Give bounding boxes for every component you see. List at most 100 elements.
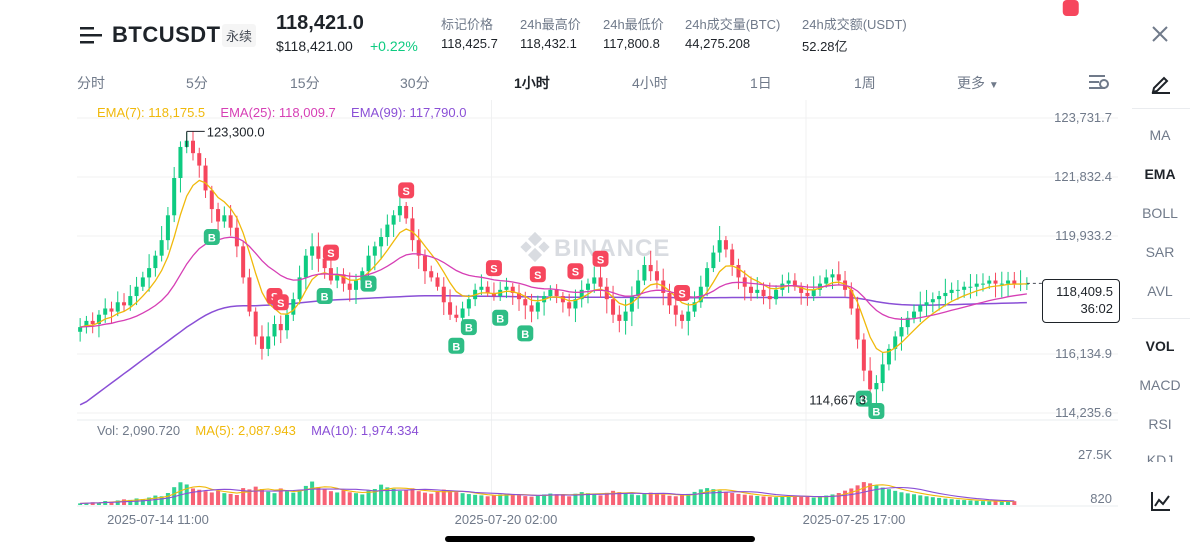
volume-bar (930, 497, 935, 505)
volume-bar (629, 494, 634, 505)
candle-body (84, 320, 89, 328)
home-indicator (445, 536, 755, 542)
buy-signal-marker[interactable]: B (868, 402, 885, 419)
volume-bar (479, 495, 484, 505)
stat-value-24h-turnover: 52.28亿 (802, 39, 848, 54)
candle-body (755, 289, 760, 293)
candle-body (874, 383, 879, 390)
volume-bar (84, 503, 89, 505)
volume-bar (353, 493, 359, 505)
volume-bar (786, 495, 791, 505)
candle-body (391, 215, 396, 225)
side-indicator-ma[interactable]: MA (1149, 127, 1171, 143)
signal-badge (316, 288, 333, 305)
buy-signal-marker[interactable]: B (316, 288, 333, 305)
candle-body (172, 178, 177, 216)
volume-bar (855, 485, 860, 505)
buy-signal-marker[interactable]: B (203, 229, 220, 246)
volume-bar (742, 494, 747, 505)
candle-body (849, 289, 854, 309)
volume-bar (529, 496, 534, 505)
volume-bar (711, 489, 716, 505)
side-indicator-vol[interactable]: VOL (1145, 338, 1175, 354)
tab-timeframe-more[interactable]: 更多 ▼ (957, 73, 999, 93)
volume-bar (473, 494, 478, 505)
candle-body (222, 215, 227, 222)
side-indicator-rsi[interactable]: RSI (1148, 416, 1172, 432)
sell-signal-marker[interactable]: S (567, 263, 584, 280)
tab-timeframe-1w[interactable]: 1周 (854, 75, 876, 91)
sell-signal-marker[interactable]: S (322, 244, 339, 261)
volume-bar (498, 494, 503, 505)
side-indicator-kdj-clip: KDJ (1132, 452, 1188, 462)
draw-pen-icon[interactable] (1150, 72, 1172, 94)
sell-signal-marker[interactable]: S (592, 250, 609, 267)
volume-bar (335, 492, 340, 505)
volume-bar (949, 499, 954, 505)
sell-signal-marker[interactable]: S (529, 266, 546, 283)
volume-bar (667, 495, 672, 505)
candle-body (573, 299, 578, 309)
signal-letter: B (465, 323, 473, 335)
volume-bar (755, 495, 760, 505)
candle-body (479, 286, 484, 290)
candle-body (805, 292, 810, 297)
menu-icon[interactable] (80, 24, 102, 46)
sell-signal-marker[interactable]: S (272, 294, 289, 311)
sell-signal-marker[interactable]: S (674, 284, 691, 301)
buy-signal-marker[interactable]: B (855, 390, 872, 407)
candle-body (90, 320, 95, 325)
sell-signal-marker[interactable]: S (1062, 0, 1079, 16)
sell-signal-marker[interactable]: S (485, 260, 502, 277)
symbol-title[interactable]: BTCUSDT (112, 22, 221, 47)
volume-bar (416, 491, 421, 505)
side-indicator-macd[interactable]: MACD (1139, 377, 1181, 393)
signal-badge (460, 319, 477, 336)
buy-signal-marker[interactable]: B (448, 337, 465, 354)
candle-body (611, 299, 616, 315)
chart-type-icon[interactable] (1150, 490, 1172, 512)
tab-timeframe-5m[interactable]: 5分 (186, 75, 208, 91)
side-indicator-kdj[interactable]: KDJ (1146, 452, 1174, 462)
side-indicator-sar[interactable]: SAR (1145, 244, 1175, 260)
volume-bar (241, 488, 246, 505)
signal-badge (1062, 0, 1079, 16)
tab-timeframe-1h[interactable]: 1小时 (514, 75, 550, 91)
candle-body (585, 283, 590, 290)
close-icon[interactable] (1150, 24, 1170, 44)
signal-letter: B (860, 394, 868, 406)
side-indicator-boll[interactable]: BOLL (1142, 205, 1178, 221)
candle-body (730, 249, 735, 265)
volume-bar (730, 493, 735, 505)
sell-signal-marker[interactable]: S (398, 182, 415, 199)
tab-timeframe-1d[interactable]: 1日 (750, 75, 772, 91)
tab-timeframe-line[interactable]: 分时 (77, 75, 105, 91)
candle-body (78, 327, 83, 332)
candle-body (335, 274, 340, 281)
buy-signal-marker[interactable]: B (517, 325, 534, 342)
volume-bar (1012, 501, 1017, 505)
volume-bar (943, 498, 948, 505)
volume-bar (698, 489, 703, 505)
buy-signal-marker[interactable]: B (360, 275, 377, 292)
candle-body (448, 302, 453, 315)
volume-bars (78, 481, 1017, 505)
volume-bar (153, 495, 158, 505)
volume-bar (554, 494, 559, 505)
candle-body (485, 286, 490, 293)
side-indicator-avl[interactable]: AVL (1147, 283, 1173, 299)
volume-bar (517, 495, 522, 505)
side-indicator-ema[interactable]: EMA (1144, 166, 1176, 182)
y-tick-label: 123,731.7 (1054, 110, 1112, 125)
tab-timeframe-15m[interactable]: 15分 (290, 75, 320, 91)
signal-badge (868, 402, 885, 419)
buy-signal-marker[interactable]: B (460, 319, 477, 336)
tab-timeframe-4h[interactable]: 4小时 (632, 75, 668, 91)
volume-bar (980, 501, 985, 505)
sidebar-divider (1132, 108, 1190, 109)
candle-body (422, 255, 427, 272)
buy-signal-marker[interactable]: B (492, 309, 509, 326)
chart-settings-icon[interactable] (1088, 72, 1110, 92)
tab-timeframe-30m[interactable]: 30分 (400, 75, 430, 91)
